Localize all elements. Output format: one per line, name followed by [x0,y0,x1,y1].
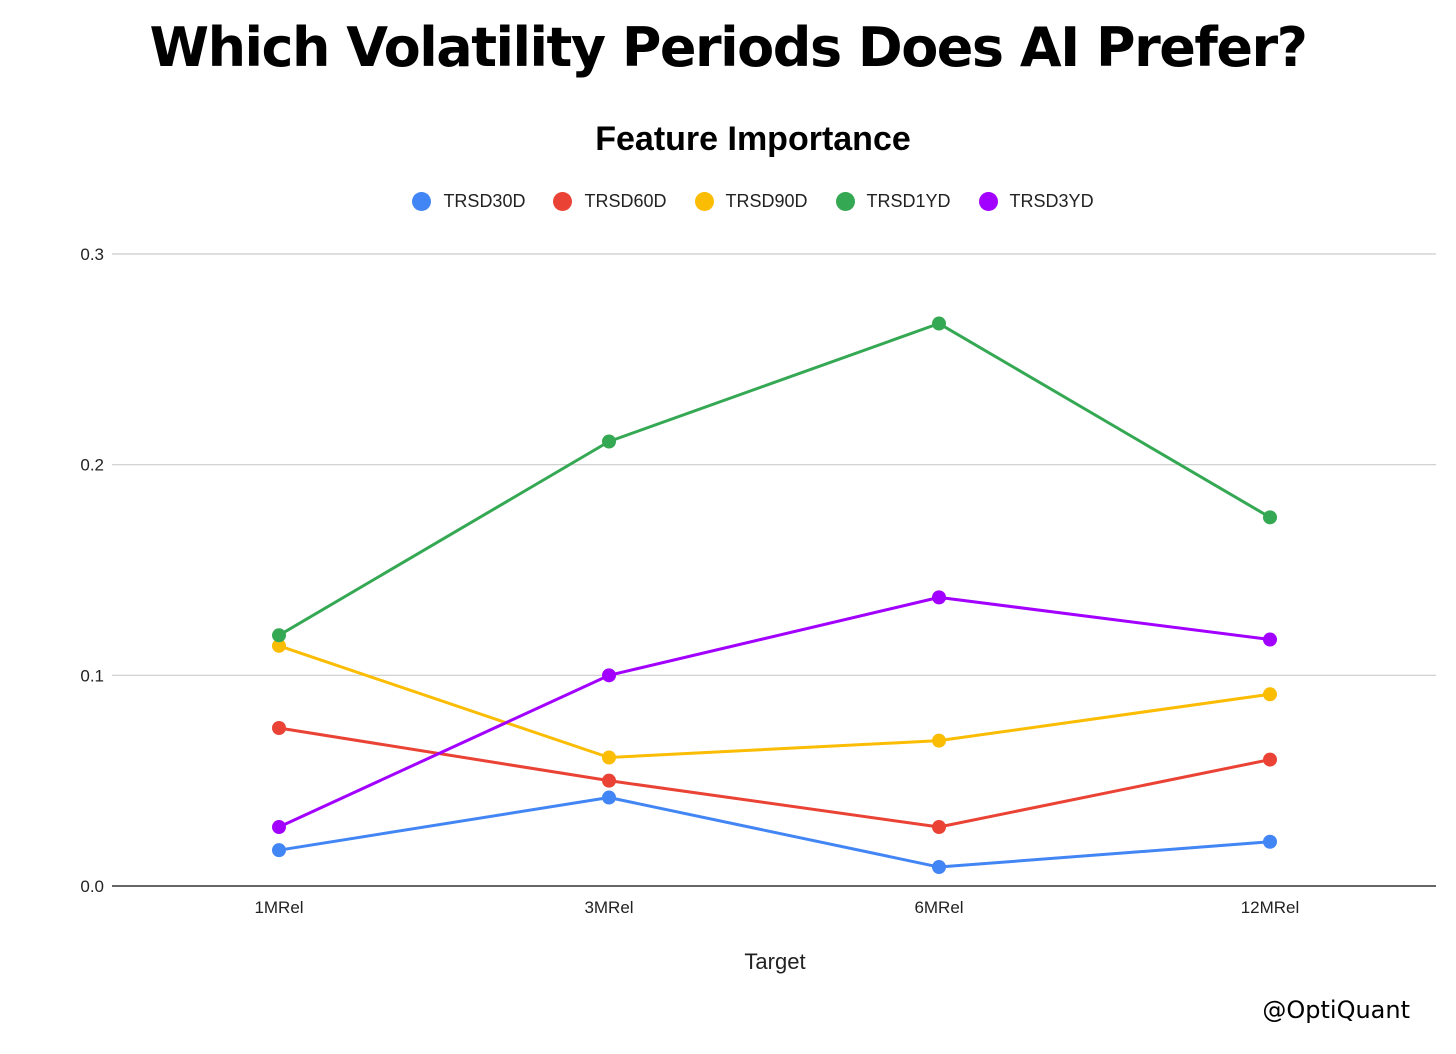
legend-item-trsd30d[interactable]: TRSD30D [412,191,525,212]
y-axis-ticks: 0.0 0.1 0.2 0.3 [80,245,104,896]
legend-marker-trsd90d [694,191,714,211]
series-points [272,316,1277,875]
series-line-trsd30d [277,796,1272,869]
point-trsd90d-1mrel[interactable] [272,638,286,653]
point-trsd1yd-6mrel[interactable] [932,316,946,331]
legend-label-trsd90d: TRSD90D [725,190,808,211]
point-trsd60d-6mrel[interactable] [932,820,946,835]
x-tick-label-1mrel: 1MRel [254,898,303,917]
point-trsd3yd-12mrel[interactable] [1263,632,1277,647]
point-trsd60d-12mrel[interactable] [1263,752,1277,767]
gridlines [112,253,1436,887]
x-tick-label-12mrel: 12MRel [1241,898,1300,917]
legend-marker-trsd1yd [835,191,855,211]
x-axis-ticks: 1MRel 3MRel 6MRel 12MRel [254,898,1299,917]
legend-item-trsd3yd[interactable]: TRSD3YD [978,190,1094,212]
legend-marker-trsd30d [412,191,432,211]
point-trsd1yd-12mrel[interactable] [1263,510,1277,525]
legend-item-trsd60d[interactable]: TRSD60D [553,190,667,212]
legend-label-trsd3yd: TRSD3YD [1009,190,1094,211]
series-lines [277,322,1272,869]
series-line-trsd90d [277,644,1272,759]
x-tick-label-3mrel: 3MRel [584,898,633,917]
point-trsd1yd-3mrel[interactable] [602,434,616,449]
point-trsd30d-12mrel[interactable] [1263,834,1277,849]
point-trsd60d-1mrel[interactable] [272,721,286,735]
point-trsd30d-1mrel[interactable] [272,843,286,858]
point-trsd90d-6mrel[interactable] [932,733,946,748]
watermark: @OptiQuant [1262,996,1410,1024]
series-line-trsd60d [277,726,1272,829]
point-trsd90d-12mrel[interactable] [1263,687,1277,702]
series-line-trsd1yd [277,322,1272,637]
point-trsd90d-3mrel[interactable] [602,750,616,765]
y-tick-label-0-3: 0.3 [80,245,104,264]
legend-label-trsd30d: TRSD30D [443,190,526,211]
point-trsd3yd-6mrel[interactable] [932,590,946,605]
point-trsd1yd-1mrel[interactable] [272,628,286,643]
series-line-trsd3yd [277,595,1272,829]
point-trsd30d-3mrel[interactable] [602,790,616,805]
legend-marker-trsd60d [553,191,573,211]
chart-title: Feature Importance [595,120,911,158]
legend-label-trsd1yd: TRSD1YD [866,190,951,211]
x-tick-label-6mrel: 6MRel [914,898,963,917]
y-tick-label-0-0: 0.0 [80,877,104,896]
point-trsd30d-6mrel[interactable] [932,860,946,875]
legend-item-trsd90d[interactable]: TRSD90D [694,190,808,212]
chart-legend: TRSD30D TRSD60D TRSD90D TRSD1YD TRSD3YD [0,186,1456,216]
legend-item-trsd1yd[interactable]: TRSD1YD [835,190,951,212]
point-trsd3yd-1mrel[interactable] [272,820,286,835]
page-title: Which Volatility Periods Does AI Prefer? [149,16,1308,79]
point-trsd3yd-3mrel[interactable] [602,668,616,683]
y-tick-label-0-1: 0.1 [80,666,104,685]
point-trsd60d-3mrel[interactable] [602,773,616,788]
x-axis-label: Target [744,949,805,974]
legend-marker-trsd3yd [978,191,998,211]
legend-label-trsd60d: TRSD60D [584,190,667,211]
y-tick-label-0-2: 0.2 [80,456,104,475]
